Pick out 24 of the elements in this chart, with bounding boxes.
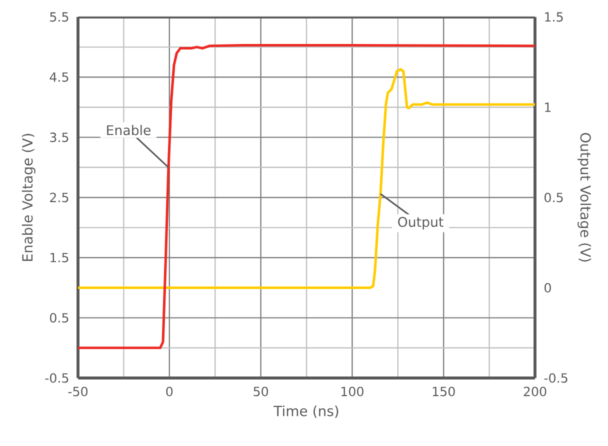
x-tick-label: 150 (432, 386, 455, 396)
series-label: Output (398, 216, 444, 230)
y-tick-label: -0.5 (45, 373, 68, 383)
x-tick-label: 0 (166, 386, 173, 396)
y-tick-label: 4.5 (50, 72, 68, 82)
y2-axis-title: Output Voltage (V) (578, 133, 592, 262)
y-axis-title: Enable Voltage (V) (22, 134, 36, 261)
y2-tick-label: 1 (545, 102, 551, 112)
y2-tick-label: 0.5 (544, 192, 563, 202)
y-tick-label: 5.5 (50, 12, 68, 22)
y2-tick-label: 1.5 (545, 12, 563, 22)
x-tick-label: 100 (342, 386, 364, 396)
series-label: Enable (107, 124, 151, 136)
x-tick-label: 200 (524, 386, 546, 396)
y-tick-label: 1.5 (50, 252, 68, 262)
y-tick-label: 2.5 (50, 192, 68, 202)
y2-tick-label: -0.5 (544, 373, 568, 383)
x-tick-label: -50 (68, 386, 88, 396)
x-tick-label: 50 (254, 386, 268, 396)
line-series (78, 68, 535, 290)
y-tick-label: 3.5 (50, 132, 68, 142)
x-axis-title: Time (ns) (274, 405, 338, 418)
y-tick-label: 0.5 (50, 313, 68, 323)
y2-tick-label: 0 (544, 282, 551, 293)
